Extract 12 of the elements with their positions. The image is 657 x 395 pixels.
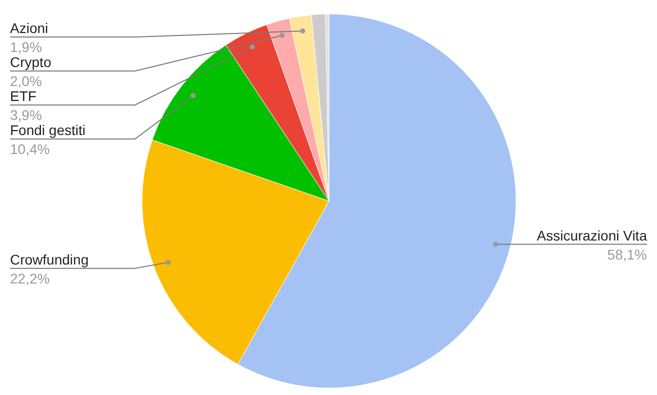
slice-label: ETF [10, 88, 36, 104]
data-label: 10,4% [10, 140, 50, 157]
data-label: 22,2% [10, 270, 50, 286]
slice-label: Crypto [10, 54, 52, 70]
data-label: 3,9% [10, 106, 42, 123]
slice-label: Crowfunding [10, 251, 89, 268]
slice-label: Assicurazioni Vita [536, 227, 648, 244]
slice-label: Fondi gestiti [10, 122, 86, 138]
data-label: 2,0% [10, 72, 42, 89]
data-label: 58,1% [607, 246, 647, 262]
data-label: 1,9% [10, 38, 42, 55]
slice-label: Azioni [10, 20, 48, 36]
